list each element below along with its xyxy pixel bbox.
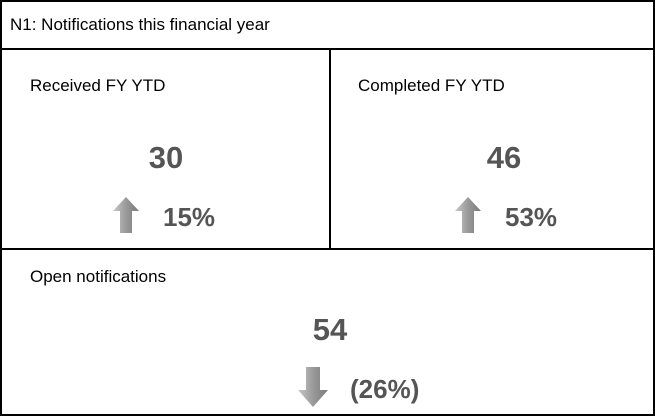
tile-label: Received FY YTD xyxy=(30,76,166,95)
tile-label: Open notifications xyxy=(30,267,167,286)
tile-change: (26%) xyxy=(350,374,420,404)
tile-change: 53% xyxy=(505,202,558,232)
tile-value: 54 xyxy=(312,312,348,347)
divider xyxy=(2,248,653,250)
tile-label: Completed FY YTD xyxy=(358,76,505,95)
divider xyxy=(329,48,331,250)
panel-title: N1: Notifications this financial year xyxy=(10,15,270,34)
down-arrow xyxy=(298,367,328,407)
divider xyxy=(2,48,653,50)
up-arrow xyxy=(113,197,139,233)
tile-value: 46 xyxy=(486,140,522,175)
tile-change: 15% xyxy=(163,202,216,232)
up-arrow xyxy=(455,197,481,233)
tile-value: 30 xyxy=(148,140,184,175)
